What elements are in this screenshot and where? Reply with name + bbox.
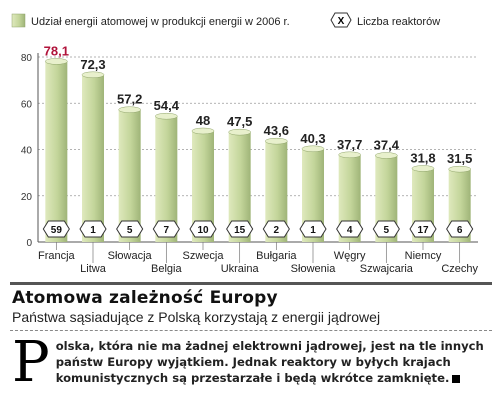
bar [45,61,68,242]
end-mark-icon [452,374,461,383]
reactor-badge [152,220,180,238]
reactor-count: 17 [417,225,429,236]
reactor-badge [446,220,474,238]
value-label: 72,3 [80,57,105,72]
headline: Atomowa zależność Europy [12,288,278,308]
bar [375,155,398,242]
bar-cap [338,151,361,159]
category-label: Słowenia [291,263,337,275]
legend-reactor-symbol: X [338,16,345,27]
value-label: 37,4 [374,138,400,153]
bar-cap [375,152,398,159]
y-tick-label: 40 [21,146,33,157]
bar-chart: Udział energii atomowej w produkcji ener… [11,12,479,275]
reactor-count: 2 [274,225,280,236]
value-label: 43,6 [264,123,289,138]
reactor-count: 1 [310,225,316,236]
category-label: Słowacja [108,250,153,262]
bar [118,109,141,242]
divider [10,330,492,331]
category-label: Szwajcaria [360,263,414,275]
bar-cap [411,165,435,172]
category-label: Francja [38,250,76,262]
value-label: 31,8 [410,150,435,165]
bar-cap [45,58,68,65]
category-label: Czechy [441,263,478,275]
value-label: 47,5 [227,114,252,129]
bar-cap [118,106,141,113]
bar-cap [265,137,288,145]
reactor-badge [336,220,364,238]
bar-cap [155,112,178,120]
reactor-count: 10 [197,225,209,236]
reactor-badge [299,220,327,238]
reactor-badge [372,220,400,238]
value-labels: 78,1 72,3 57,2 54,4 48 47,5 43,6 40,3 37,7 37,4 31… [44,43,473,166]
reactor-count: 1 [90,225,96,236]
bar-cap [81,71,105,79]
subhead: Państwa sąsiadujące z Polską korzystają … [12,309,381,325]
bar [265,141,288,242]
value-label: 40,3 [300,131,325,146]
reactor-badge [262,220,290,238]
reactor-count: 59 [51,225,63,236]
bar [228,132,251,242]
reactor-count: 5 [384,225,390,236]
article: P olska, która nie ma żadnej elektrowni … [12,330,492,395]
y-tick-label: 60 [21,99,33,110]
y-tick-label: 0 [26,238,32,249]
article-text: olska, która nie ma żadnej elektrowni ją… [12,338,492,386]
drop-cap: P [12,330,50,395]
bar [302,148,324,242]
reactor-badge [226,220,254,238]
category-label: Ukraina [221,263,260,275]
article-body: olska, która nie ma żadnej elektrowni ją… [55,339,484,385]
reactor-badge [189,220,217,238]
value-label: 57,2 [117,92,142,107]
category-labels: Francja LitwaSłowacjaBelgiaSzwecjaUkraina… [38,242,479,275]
bar [82,74,104,243]
reactor-badge [409,220,437,238]
category-label: Litwa [80,263,107,275]
value-label: 31,5 [447,151,472,166]
reactor-count: 4 [347,225,353,236]
value-label: 48 [196,113,210,128]
reactor-badge [42,220,70,238]
category-label: Belgia [151,263,182,275]
reactor-count: 15 [234,225,246,236]
reactor-badges: 59 1 5 7 10 15 2 1 4 5 17 6 [42,220,474,238]
category-label: Bułgaria [256,250,297,262]
legend-energy-share-label: Udział energii atomowej w produkcji ener… [31,16,290,28]
y-tick-label: 80 [21,53,33,64]
y-axis: 0 20 40 60 80 [21,53,478,249]
category-label: Szwecja [183,250,225,262]
bar-cap [301,145,325,153]
title-rule [10,282,492,285]
category-label: Niemcy [405,250,442,262]
bar [338,154,361,242]
reactor-badge [79,220,107,238]
bar [192,131,214,242]
y-tick-label: 20 [21,192,33,203]
legend-reactor-label: Liczba reaktorów [357,16,440,28]
bars [45,58,471,243]
bar-cap [191,127,215,135]
bar [155,116,178,242]
value-label: 37,7 [337,137,362,152]
category-label: Węgry [334,250,366,262]
bar-cap [448,165,471,173]
reactor-badge [116,220,144,238]
reactor-count: 7 [164,225,170,236]
legend: Udział energii atomowej w produkcji ener… [11,12,440,28]
grid [38,56,478,197]
bar-cap [228,128,251,136]
reactor-count: 5 [127,225,133,236]
value-label: 54,4 [154,98,180,113]
legend-swatch [11,13,26,28]
legend-reactor-marker [330,12,352,28]
reactor-count: 6 [457,225,463,236]
value-label: 78,1 [44,43,69,58]
